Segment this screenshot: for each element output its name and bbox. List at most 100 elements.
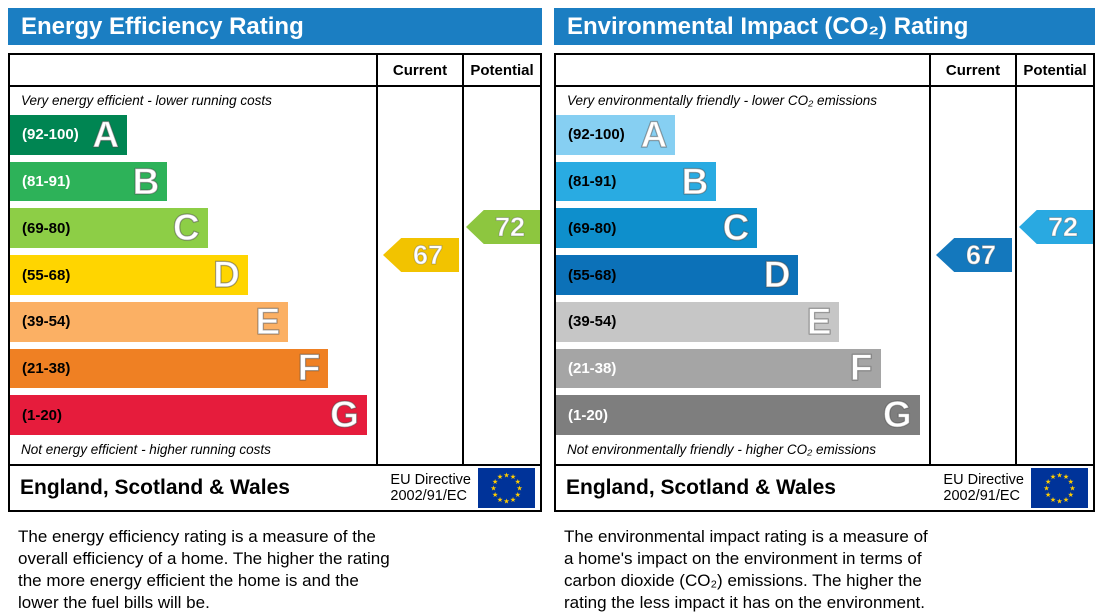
- band-letter-f: F: [849, 347, 873, 389]
- svg-text:★: ★: [1063, 496, 1069, 504]
- band-letter-e: E: [806, 300, 832, 342]
- rating-band-d: (55-68) D: [10, 255, 248, 295]
- rating-band-e: (39-54) E: [556, 300, 840, 342]
- panel-title-bar: Environmental Impact (CO₂) Rating: [554, 8, 1095, 45]
- svg-text:★: ★: [510, 473, 516, 481]
- caption-bottom: Not environmentally friendly - higher CO…: [567, 442, 877, 458]
- column-header-blank: [10, 55, 376, 85]
- region-label: England, Scotland & Wales: [566, 476, 836, 499]
- description-line: overall efficiency of a home. The higher…: [18, 549, 390, 568]
- current-rating-value: 67: [965, 239, 997, 270]
- band-range-label: (39-54): [22, 313, 71, 331]
- current-rating-value: 67: [412, 239, 444, 270]
- svg-text:★: ★: [503, 498, 509, 506]
- eu-flag-icon: ★★ ★★ ★★ ★★ ★ ★ ★★: [478, 468, 535, 508]
- band-range-label: (92-100): [22, 126, 79, 144]
- current-column: 67: [929, 85, 1015, 464]
- band-letter-c: C: [722, 207, 750, 249]
- column-header-current: Current: [376, 55, 462, 85]
- description-line: carbon dioxide (CO₂) emissions. The high…: [564, 571, 922, 590]
- current-column: 67: [376, 85, 462, 464]
- eu-directive-line2: 2002/91/EC: [943, 488, 1021, 504]
- column-header-potential: Potential: [462, 55, 540, 85]
- panel-description: The environmental impact rating is a mea…: [564, 526, 1095, 614]
- svg-text:★: ★: [1069, 485, 1075, 493]
- eu-flag-icon: ★★ ★★ ★★ ★★ ★ ★ ★★: [1031, 468, 1088, 508]
- region-label: England, Scotland & Wales: [20, 476, 290, 499]
- environmental-impact-panel: Environmental Impact (CO₂) Rating Curren…: [554, 8, 1095, 614]
- band-letter-g: G: [882, 394, 912, 436]
- eu-directive-label: EU Directive 2002/91/EC: [943, 472, 1024, 504]
- svg-text:★: ★: [1056, 498, 1062, 506]
- potential-column: 72: [1015, 85, 1093, 464]
- panel-title: Energy Efficiency Rating: [21, 12, 304, 40]
- rating-band-f: (21-38) F: [556, 347, 881, 389]
- potential-rating-arrow: 72: [466, 210, 540, 244]
- table-footer: England, Scotland & Wales EU Directive 2…: [10, 464, 540, 510]
- eu-directive-line2: 2002/91/EC: [390, 488, 468, 504]
- svg-text:★: ★: [1045, 491, 1051, 499]
- column-header-potential: Potential: [1015, 55, 1093, 85]
- column-header-blank: [556, 55, 929, 85]
- rating-band-a: (92-100) A: [10, 113, 128, 155]
- svg-text:★: ★: [1063, 473, 1069, 481]
- band-letter-b: B: [132, 160, 160, 202]
- svg-text:★: ★: [1068, 491, 1074, 499]
- band-range-label: (1-20): [22, 406, 63, 424]
- rating-band-b: (81-91) B: [10, 160, 168, 202]
- svg-text:★: ★: [1050, 473, 1056, 481]
- eu-directive-label: EU Directive 2002/91/EC: [390, 472, 471, 504]
- rating-band-a: (92-100) A: [556, 113, 676, 155]
- band-letter-a: A: [640, 113, 668, 155]
- potential-rating-arrow: 72: [1019, 210, 1093, 244]
- svg-text:★: ★: [503, 472, 509, 480]
- rating-band-g: (1-20) G: [10, 395, 367, 436]
- svg-text:★: ★: [492, 478, 498, 486]
- caption-top: Very environmentally friendly - lower CO…: [567, 93, 877, 108]
- energy-efficiency-panel: Energy Efficiency Rating Current Potenti…: [8, 8, 542, 614]
- svg-text:★: ★: [497, 473, 503, 481]
- band-range-label: (21-38): [22, 359, 71, 377]
- svg-text:★: ★: [1045, 478, 1051, 486]
- svg-text:★: ★: [510, 496, 516, 504]
- current-rating-arrow: 67: [383, 238, 459, 272]
- band-range-label: (55-68): [22, 266, 71, 284]
- band-range-label: (55-68): [568, 266, 617, 284]
- epc-rating-table: Current Potential Very environmentally f…: [554, 53, 1095, 512]
- svg-text:★: ★: [1056, 472, 1062, 480]
- band-letter-c: C: [172, 207, 200, 249]
- panel-title: Environmental Impact (CO₂) Rating: [567, 12, 969, 40]
- epc-rating-table: Current Potential Very energy efficient …: [8, 53, 542, 512]
- column-header-current: Current: [929, 55, 1015, 85]
- svg-text:★: ★: [490, 485, 496, 493]
- panel-description: The energy efficiency rating is a measur…: [18, 526, 542, 614]
- band-letter-b: B: [681, 160, 709, 202]
- band-letter-e: E: [255, 300, 281, 342]
- description-line: The environmental impact rating is a mea…: [564, 527, 928, 546]
- description-line: rating the less impact it has on the env…: [564, 593, 925, 612]
- rating-scale-area: Very energy efficient - lower running co…: [10, 85, 376, 464]
- eu-directive-line1: EU Directive: [390, 472, 471, 488]
- svg-text:★: ★: [1068, 478, 1074, 486]
- description-line: lower the fuel bills will be.: [18, 593, 210, 612]
- rating-band-d: (55-68) D: [556, 255, 799, 295]
- rating-band-g: (1-20) G: [556, 394, 920, 436]
- description-line: The energy efficiency rating is a measur…: [18, 527, 376, 546]
- rating-band-b: (81-91) B: [556, 160, 717, 202]
- band-letter-a: A: [92, 113, 120, 155]
- svg-text:★: ★: [497, 496, 503, 504]
- potential-rating-value: 72: [1047, 211, 1079, 242]
- svg-text:★: ★: [516, 485, 522, 493]
- band-letter-d: D: [213, 254, 241, 296]
- potential-rating-value: 72: [494, 211, 526, 242]
- rating-scale-area: Very environmentally friendly - lower CO…: [556, 85, 929, 464]
- band-letter-f: F: [297, 347, 321, 389]
- band-range-label: (92-100): [568, 126, 625, 144]
- rating-band-f: (21-38) F: [10, 347, 329, 389]
- caption-top: Very energy efficient - lower running co…: [21, 93, 272, 108]
- rating-band-e: (39-54) E: [10, 300, 289, 342]
- svg-text:★: ★: [492, 491, 498, 499]
- rating-band-c: (69-80) C: [10, 207, 208, 249]
- panel-title-bar: Energy Efficiency Rating: [8, 8, 542, 45]
- description-line: the more energy efficient the home is an…: [18, 571, 359, 590]
